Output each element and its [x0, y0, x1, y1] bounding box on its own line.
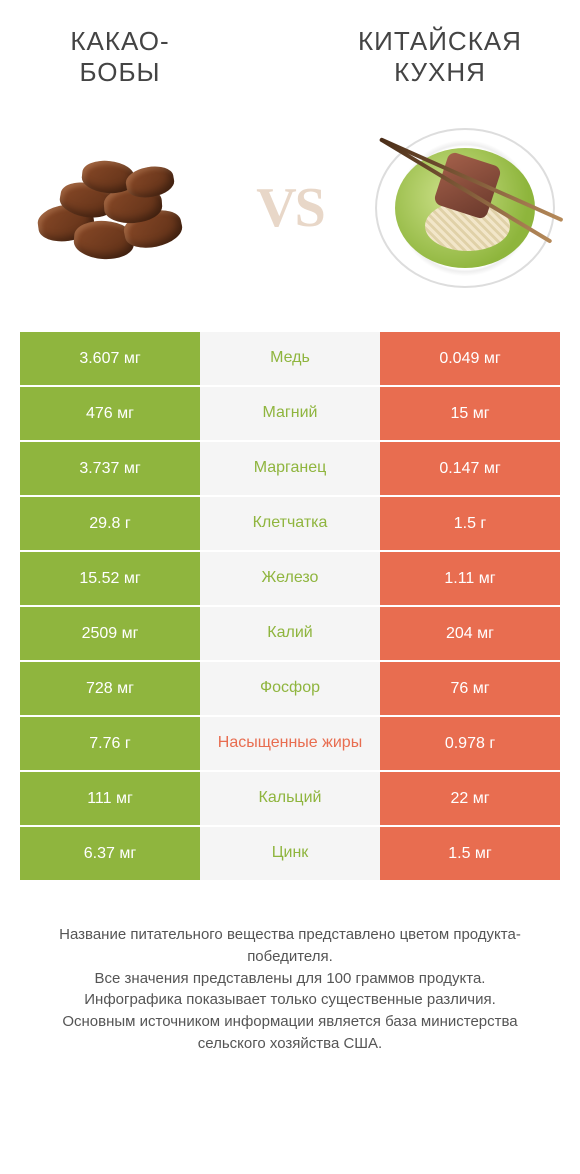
footnote-line: Все значения представлены для 100 граммо… [95, 970, 486, 987]
table-row: 2509 мгКалий204 мг [20, 607, 560, 662]
infographic-container: КАКАО-БОБЫ КИТАЙСКАЯ КУХНЯ VS [0, 0, 580, 1075]
left-value-cell: 111 мг [20, 772, 200, 825]
left-value-cell: 476 мг [20, 387, 200, 440]
left-value-cell: 728 мг [20, 662, 200, 715]
right-product-image [370, 123, 560, 293]
vs-label: VS [256, 176, 324, 240]
footnote-line: Название питательного вещества представл… [59, 926, 521, 965]
nutrient-name-cell: Медь [200, 332, 380, 385]
chinese-bowl-icon [370, 123, 560, 293]
cacao-beans-icon [30, 143, 200, 273]
right-value-cell: 0.049 мг [380, 332, 560, 385]
nutrient-name-cell: Фосфор [200, 662, 380, 715]
right-product-title: КИТАЙСКАЯ КУХНЯ [330, 26, 550, 88]
right-value-cell: 204 мг [380, 607, 560, 660]
nutrient-name-cell: Цинк [200, 827, 380, 880]
table-row: 476 мгМагний15 мг [20, 387, 560, 442]
right-value-cell: 0.978 г [380, 717, 560, 770]
nutrient-name-cell: Марганец [200, 442, 380, 495]
right-value-cell: 0.147 мг [380, 442, 560, 495]
left-value-cell: 7.76 г [20, 717, 200, 770]
right-value-cell: 1.5 г [380, 497, 560, 550]
left-value-cell: 6.37 мг [20, 827, 200, 880]
hero-row: VS [20, 108, 560, 308]
table-row: 728 мгФосфор76 мг [20, 662, 560, 717]
footnote-block: Название питательного вещества представл… [20, 924, 560, 1055]
right-value-cell: 76 мг [380, 662, 560, 715]
nutrient-name-cell: Насыщенные жиры [200, 717, 380, 770]
left-product-image [20, 123, 210, 293]
right-value-cell: 1.5 мг [380, 827, 560, 880]
nutrient-name-cell: Магний [200, 387, 380, 440]
right-value-cell: 1.11 мг [380, 552, 560, 605]
left-value-cell: 29.8 г [20, 497, 200, 550]
table-row: 29.8 гКлетчатка1.5 г [20, 497, 560, 552]
left-value-cell: 3.607 мг [20, 332, 200, 385]
table-row: 15.52 мгЖелезо1.11 мг [20, 552, 560, 607]
nutrient-name-cell: Клетчатка [200, 497, 380, 550]
table-row: 3.737 мгМарганец0.147 мг [20, 442, 560, 497]
left-value-cell: 3.737 мг [20, 442, 200, 495]
left-value-cell: 2509 мг [20, 607, 200, 660]
nutrition-table: 3.607 мгМедь0.049 мг476 мгМагний15 мг3.7… [20, 332, 560, 882]
table-row: 111 мгКальций22 мг [20, 772, 560, 827]
table-row: 6.37 мгЦинк1.5 мг [20, 827, 560, 882]
right-value-cell: 15 мг [380, 387, 560, 440]
right-value-cell: 22 мг [380, 772, 560, 825]
nutrient-name-cell: Кальций [200, 772, 380, 825]
nutrient-name-cell: Железо [200, 552, 380, 605]
left-value-cell: 15.52 мг [20, 552, 200, 605]
nutrient-name-cell: Калий [200, 607, 380, 660]
table-row: 7.76 гНасыщенные жиры0.978 г [20, 717, 560, 772]
table-row: 3.607 мгМедь0.049 мг [20, 332, 560, 387]
left-product-title: КАКАО-БОБЫ [30, 26, 210, 88]
footnote-line: Инфографика показывает только существенн… [84, 991, 496, 1008]
footnote-line: Основным источником информации является … [62, 1013, 517, 1052]
titles-row: КАКАО-БОБЫ КИТАЙСКАЯ КУХНЯ [20, 26, 560, 88]
